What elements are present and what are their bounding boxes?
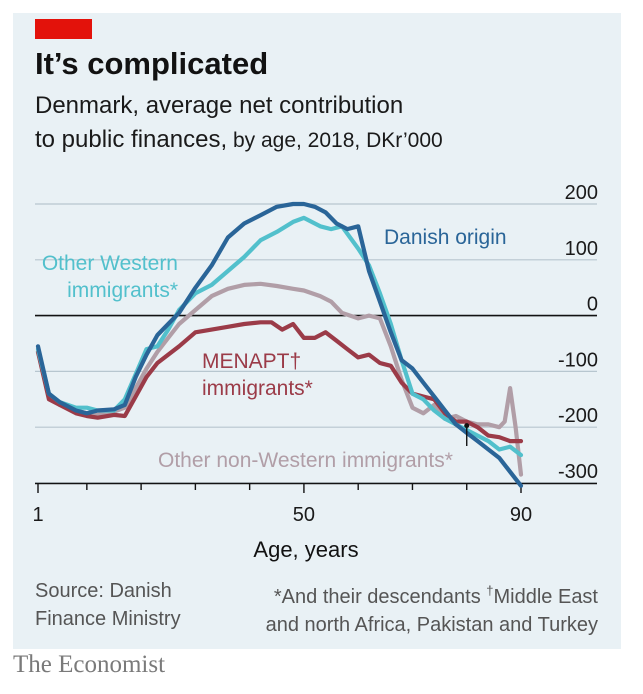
x-axis-title: Age, years — [253, 537, 358, 562]
y-tick-label--100: -100 — [558, 349, 598, 371]
x-tick-label-50: 50 — [293, 504, 315, 526]
footnote-menapt-a: Middle East — [493, 586, 599, 608]
series-line-danish-origin — [35, 201, 524, 488]
x-tick-label-1: 1 — [32, 504, 43, 526]
chart-panel — [13, 13, 621, 649]
subtitle-line-1: Denmark, average net contribution — [35, 92, 404, 119]
source-line-1: Source: Danish — [35, 580, 172, 602]
footnote-descendants: *And their descendants — [273, 586, 487, 608]
y-tick-label-0: 0 — [587, 294, 598, 316]
chart-subtitle: Denmark, average net contribution to pub… — [35, 89, 443, 158]
subtitle-line-2: to public finances, by age, 2018, DKr’00… — [35, 123, 443, 158]
source-note: Source: Danish Finance Ministry — [35, 577, 181, 633]
brand-red-tag — [35, 19, 92, 39]
series-label-other-western-immigrants-line-1: Other Western — [42, 252, 178, 275]
source-line-2: Finance Ministry — [35, 608, 181, 630]
subtitle-detail: by age, 2018, DKr’000 — [227, 129, 443, 152]
y-tick-label--200: -200 — [558, 405, 598, 427]
y-tick-label--300: -300 — [558, 461, 598, 483]
publisher-logo: The Economist — [13, 651, 166, 678]
series-label-danish-origin-line-1: Danish origin — [384, 226, 507, 249]
series-label-menapt-immigrants-line-2: immigrants* — [202, 377, 313, 400]
series-label-other-western-immigrants-line-2: immigrants* — [67, 279, 178, 302]
y-tick-label-100: 100 — [565, 238, 598, 260]
x-tick-label-90: 90 — [510, 504, 532, 526]
y-tick-label-200: 200 — [565, 182, 598, 204]
footnote-dagger: † — [486, 583, 494, 598]
footnotes: *And their descendants †Middle East and … — [266, 577, 598, 639]
series-label-other-non-western-immigrants-line-1: Other non-Western immigrants* — [158, 449, 453, 472]
footnote-line-1: *And their descendants †Middle East — [266, 577, 598, 611]
footnote-line-2: and north Africa, Pakistan and Turkey — [265, 614, 598, 636]
subtitle-main: to public finances, — [35, 126, 228, 153]
annotation-pointer-dot — [464, 423, 470, 429]
series-label-menapt-immigrants-line-1: MENAPT† — [202, 350, 301, 373]
chart-title: It’s complicated — [35, 46, 269, 81]
